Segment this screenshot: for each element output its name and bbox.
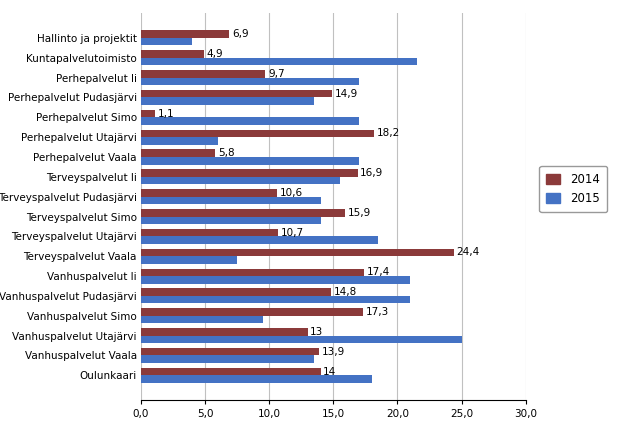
- Bar: [141, 268, 364, 276]
- Bar: [141, 249, 454, 256]
- Bar: [141, 229, 278, 236]
- Bar: [141, 169, 358, 177]
- Text: 18,2: 18,2: [377, 128, 400, 138]
- Bar: [141, 50, 204, 58]
- Bar: [141, 150, 215, 157]
- Bar: [141, 137, 218, 145]
- Bar: [141, 90, 332, 98]
- Bar: [141, 189, 277, 197]
- Bar: [141, 98, 314, 105]
- Text: 9,7: 9,7: [268, 69, 285, 79]
- Bar: [141, 209, 345, 216]
- Bar: [141, 336, 462, 343]
- Bar: [141, 348, 319, 355]
- Bar: [141, 276, 410, 284]
- Bar: [141, 375, 372, 383]
- Bar: [141, 328, 308, 336]
- Bar: [141, 70, 265, 78]
- Text: 10,7: 10,7: [281, 227, 304, 238]
- Text: 6,9: 6,9: [232, 29, 249, 39]
- Text: 13: 13: [310, 327, 324, 337]
- Bar: [141, 308, 363, 316]
- Bar: [141, 368, 320, 375]
- Text: 10,6: 10,6: [279, 188, 303, 198]
- Text: 13,9: 13,9: [322, 347, 345, 357]
- Text: 17,4: 17,4: [367, 267, 390, 277]
- Bar: [141, 197, 320, 204]
- Text: 1,1: 1,1: [158, 109, 174, 118]
- Bar: [141, 256, 237, 264]
- Bar: [141, 216, 320, 224]
- Text: 4,9: 4,9: [206, 49, 223, 59]
- Bar: [141, 236, 378, 244]
- Text: 14: 14: [323, 366, 337, 377]
- Bar: [141, 355, 314, 363]
- Bar: [141, 157, 359, 164]
- Bar: [141, 117, 359, 125]
- Bar: [141, 288, 331, 296]
- Bar: [141, 38, 192, 46]
- Text: 15,9: 15,9: [347, 208, 370, 218]
- Text: 24,4: 24,4: [456, 248, 479, 257]
- Bar: [141, 296, 410, 303]
- Bar: [141, 177, 340, 184]
- Bar: [141, 58, 417, 65]
- Bar: [141, 316, 263, 323]
- Text: 14,9: 14,9: [335, 89, 358, 99]
- Bar: [141, 78, 359, 85]
- Text: 14,8: 14,8: [333, 287, 356, 297]
- Bar: [141, 110, 155, 117]
- Text: 17,3: 17,3: [365, 307, 388, 317]
- Legend: 2014, 2015: 2014, 2015: [539, 166, 607, 212]
- Bar: [141, 130, 374, 137]
- Text: 5,8: 5,8: [218, 148, 235, 158]
- Text: 16,9: 16,9: [360, 168, 383, 178]
- Bar: [141, 30, 229, 38]
